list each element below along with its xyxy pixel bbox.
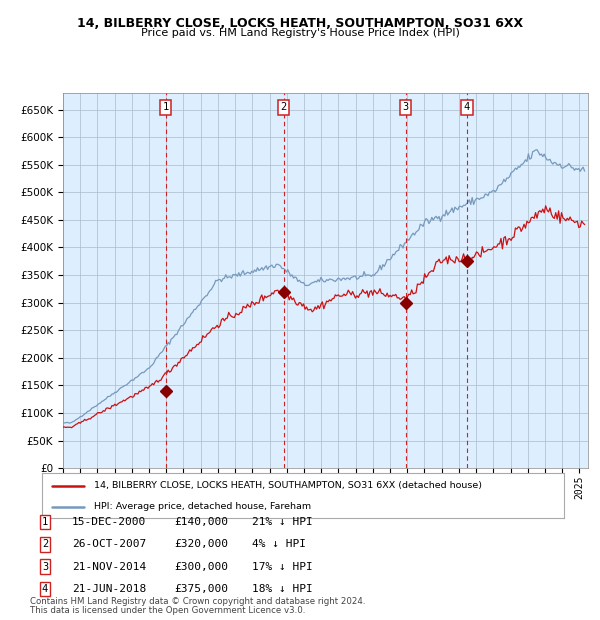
Text: Price paid vs. HM Land Registry's House Price Index (HPI): Price paid vs. HM Land Registry's House … [140,28,460,38]
Text: 21-NOV-2014: 21-NOV-2014 [72,562,146,572]
Text: 1: 1 [163,102,169,112]
Text: £375,000: £375,000 [174,584,228,594]
Text: 4: 4 [42,584,48,594]
Text: 1: 1 [42,517,48,527]
Text: 4% ↓ HPI: 4% ↓ HPI [252,539,306,549]
Text: 3: 3 [42,562,48,572]
Text: 26-OCT-2007: 26-OCT-2007 [72,539,146,549]
Text: 2: 2 [281,102,287,112]
Text: 4: 4 [464,102,470,112]
Text: This data is licensed under the Open Government Licence v3.0.: This data is licensed under the Open Gov… [30,606,305,615]
Text: 2: 2 [42,539,48,549]
Text: £320,000: £320,000 [174,539,228,549]
Text: 3: 3 [403,102,409,112]
Text: 21% ↓ HPI: 21% ↓ HPI [252,517,313,527]
Text: 14, BILBERRY CLOSE, LOCKS HEATH, SOUTHAMPTON, SO31 6XX (detached house): 14, BILBERRY CLOSE, LOCKS HEATH, SOUTHAM… [94,481,482,490]
Text: £140,000: £140,000 [174,517,228,527]
Text: Contains HM Land Registry data © Crown copyright and database right 2024.: Contains HM Land Registry data © Crown c… [30,597,365,606]
Text: 17% ↓ HPI: 17% ↓ HPI [252,562,313,572]
Text: HPI: Average price, detached house, Fareham: HPI: Average price, detached house, Fare… [94,502,311,511]
Text: 21-JUN-2018: 21-JUN-2018 [72,584,146,594]
Text: 15-DEC-2000: 15-DEC-2000 [72,517,146,527]
Text: 18% ↓ HPI: 18% ↓ HPI [252,584,313,594]
Text: £300,000: £300,000 [174,562,228,572]
Text: 14, BILBERRY CLOSE, LOCKS HEATH, SOUTHAMPTON, SO31 6XX: 14, BILBERRY CLOSE, LOCKS HEATH, SOUTHAM… [77,17,523,30]
